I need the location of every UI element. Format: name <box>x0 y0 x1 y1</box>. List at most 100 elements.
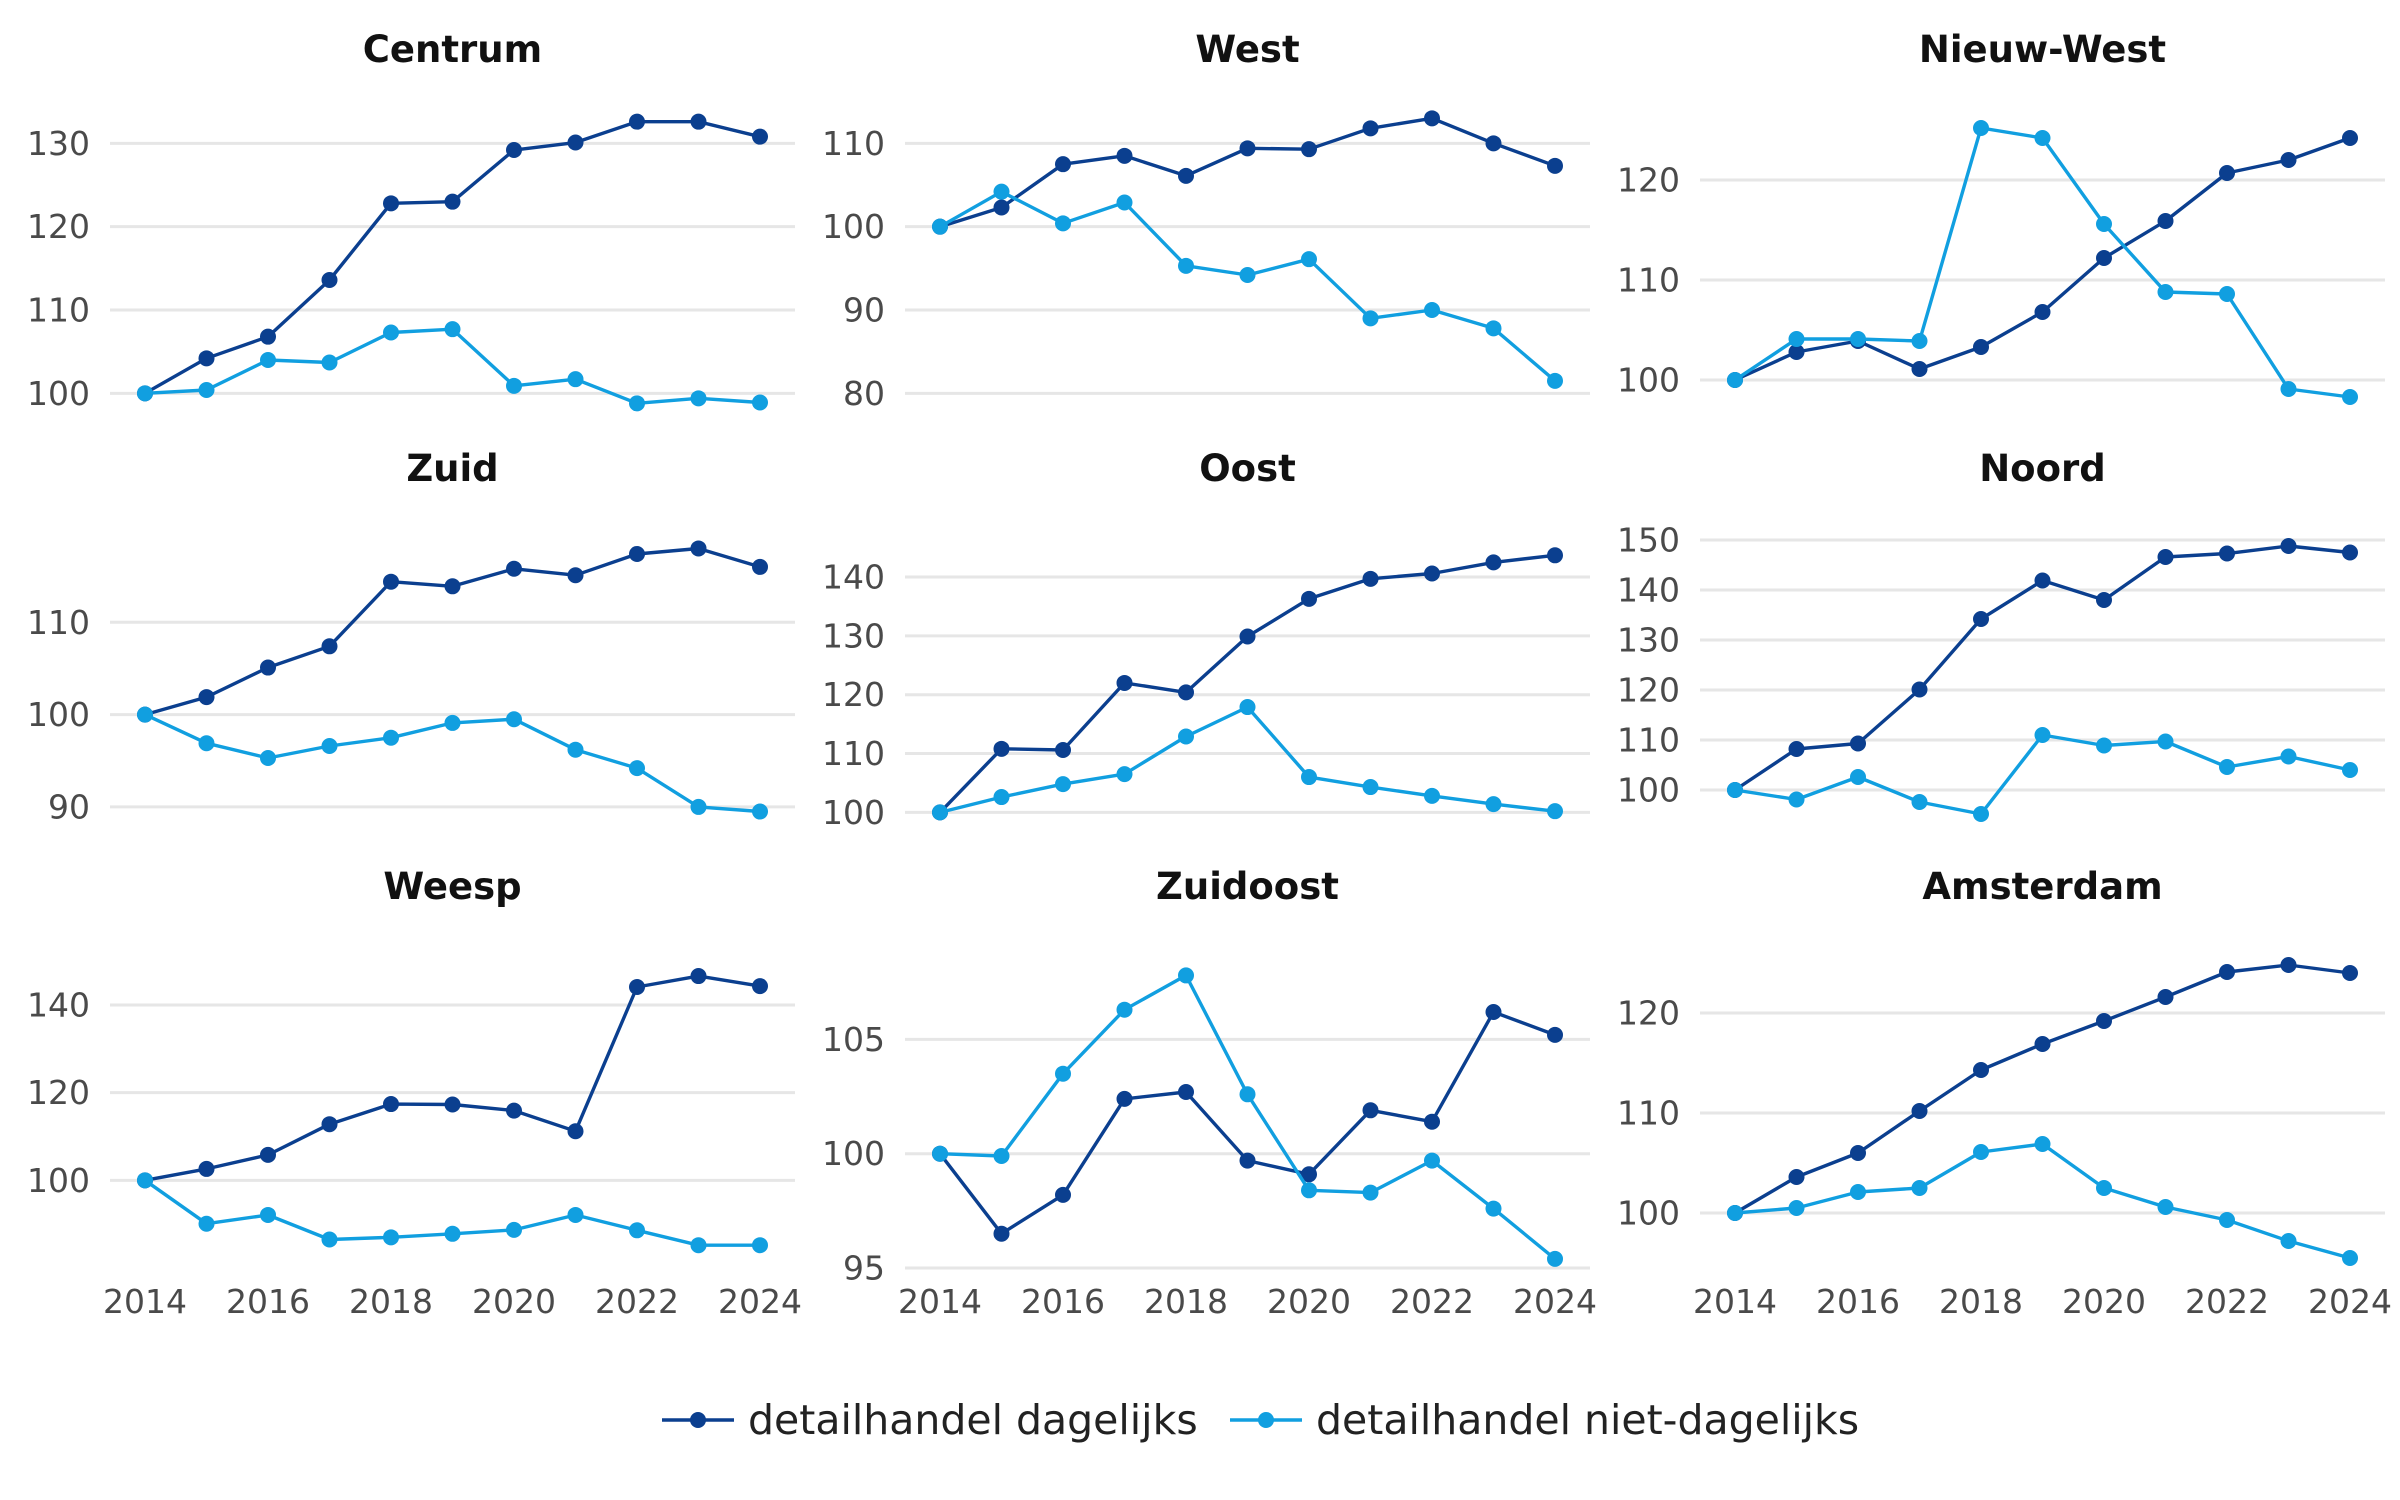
data-point <box>690 1237 707 1254</box>
data-point <box>1727 782 1743 798</box>
data-point <box>1239 699 1256 716</box>
data-point <box>2280 152 2297 168</box>
data-point <box>1973 611 1989 627</box>
panel-title: Nieuw-West <box>1919 28 2166 71</box>
data-point <box>2219 165 2235 181</box>
data-point <box>629 113 645 130</box>
data-point <box>2096 1180 2112 1196</box>
data-point <box>1055 742 1071 758</box>
data-point <box>2034 572 2051 589</box>
data-point <box>1727 372 1743 388</box>
legend-label: detailhandel dagelijks <box>748 1396 1198 1444</box>
data-point <box>1973 1144 1989 1160</box>
x-tick-label: 2014 <box>103 1282 187 1321</box>
data-point <box>1547 372 1563 389</box>
data-point <box>752 978 768 995</box>
data-point <box>260 659 276 676</box>
data-point <box>1116 194 1133 211</box>
y-tick-label: 90 <box>843 291 885 330</box>
data-point <box>2096 250 2112 266</box>
y-tick-label: 100 <box>822 207 885 246</box>
series-line <box>1734 126 2351 399</box>
data-point <box>506 1221 522 1238</box>
panel-nieuw-west: 100 110 120 Nieuw-West <box>1617 28 2385 405</box>
data-point <box>2280 957 2297 973</box>
data-point <box>1788 1200 1805 1216</box>
data-point <box>1850 1184 1866 1200</box>
x-tick-label: 2020 <box>1267 1282 1351 1321</box>
data-point <box>2034 727 2051 743</box>
data-point <box>2342 389 2358 405</box>
data-point <box>260 750 276 766</box>
y-tick-label: 120 <box>1617 161 1680 200</box>
x-tick-label: 2018 <box>1939 1282 2023 1321</box>
data-point <box>2219 545 2235 562</box>
data-point <box>2219 1212 2235 1228</box>
data-point <box>321 272 338 288</box>
y-tick-label: 110 <box>1617 721 1680 760</box>
data-point <box>1362 570 1379 587</box>
data-point <box>1850 769 1866 785</box>
data-point <box>690 798 707 815</box>
y-tick-label: 110 <box>822 734 885 773</box>
data-point <box>1788 344 1805 360</box>
data-point <box>2096 216 2112 232</box>
data-point <box>1239 140 1256 157</box>
data-point <box>2280 538 2297 554</box>
panel-amsterdam: 100 110 120 Amsterdam 2014 2016 2018 2020 2022 20… <box>1617 865 2392 1321</box>
data-point <box>383 1229 399 1246</box>
data-point <box>690 113 707 130</box>
y-tick-label: 105 <box>822 1020 885 1059</box>
data-point <box>2034 1036 2051 1052</box>
data-point <box>260 328 276 345</box>
data-point <box>1055 1186 1071 1203</box>
y-tick-label: 140 <box>1617 571 1680 610</box>
series-line <box>939 973 1557 1261</box>
data-point <box>2219 286 2235 302</box>
data-point <box>383 195 399 212</box>
legend-marker <box>690 1412 706 1428</box>
data-point <box>1239 1086 1256 1103</box>
data-point <box>1055 1065 1071 1082</box>
data-point <box>2157 733 2174 750</box>
data-point <box>444 321 461 338</box>
legend: detailhandel dagelijks detailhandel niet-… <box>662 1396 1859 1444</box>
data-point <box>1178 684 1194 701</box>
data-point <box>1788 741 1805 757</box>
data-point <box>2342 130 2358 146</box>
data-point <box>2342 544 2358 561</box>
data-point <box>2157 284 2174 300</box>
data-point <box>993 183 1010 200</box>
data-point <box>1973 339 1989 355</box>
series-line <box>1734 1142 2351 1260</box>
data-point <box>1911 1180 1928 1196</box>
data-point <box>2034 304 2051 320</box>
data-point <box>1116 147 1133 164</box>
data-point <box>1850 1145 1866 1161</box>
data-point <box>690 540 707 557</box>
data-point <box>383 1096 399 1113</box>
data-point <box>567 1206 584 1223</box>
data-point <box>1239 267 1256 283</box>
data-point <box>1788 791 1805 808</box>
data-point <box>567 1123 584 1140</box>
data-point <box>321 1116 338 1133</box>
data-point <box>1362 779 1379 796</box>
data-point <box>1850 735 1866 752</box>
data-point <box>1911 1103 1928 1119</box>
data-point <box>1178 1084 1194 1100</box>
data-point <box>1788 1169 1805 1185</box>
data-point <box>383 729 399 746</box>
data-point <box>1055 215 1071 232</box>
y-tick-label: 130 <box>822 616 885 655</box>
data-point <box>2280 1233 2297 1249</box>
panel-oost: 100 110 120 130 140 Oost <box>822 447 1590 832</box>
data-point <box>629 1222 645 1239</box>
y-tick-label: 100 <box>1617 361 1680 400</box>
data-point <box>2157 213 2174 229</box>
panel-title: Zuidoost <box>1156 865 1339 908</box>
x-tick-label: 2014 <box>898 1282 982 1321</box>
x-tick-label: 2022 <box>2185 1282 2269 1321</box>
data-point <box>444 1225 461 1242</box>
